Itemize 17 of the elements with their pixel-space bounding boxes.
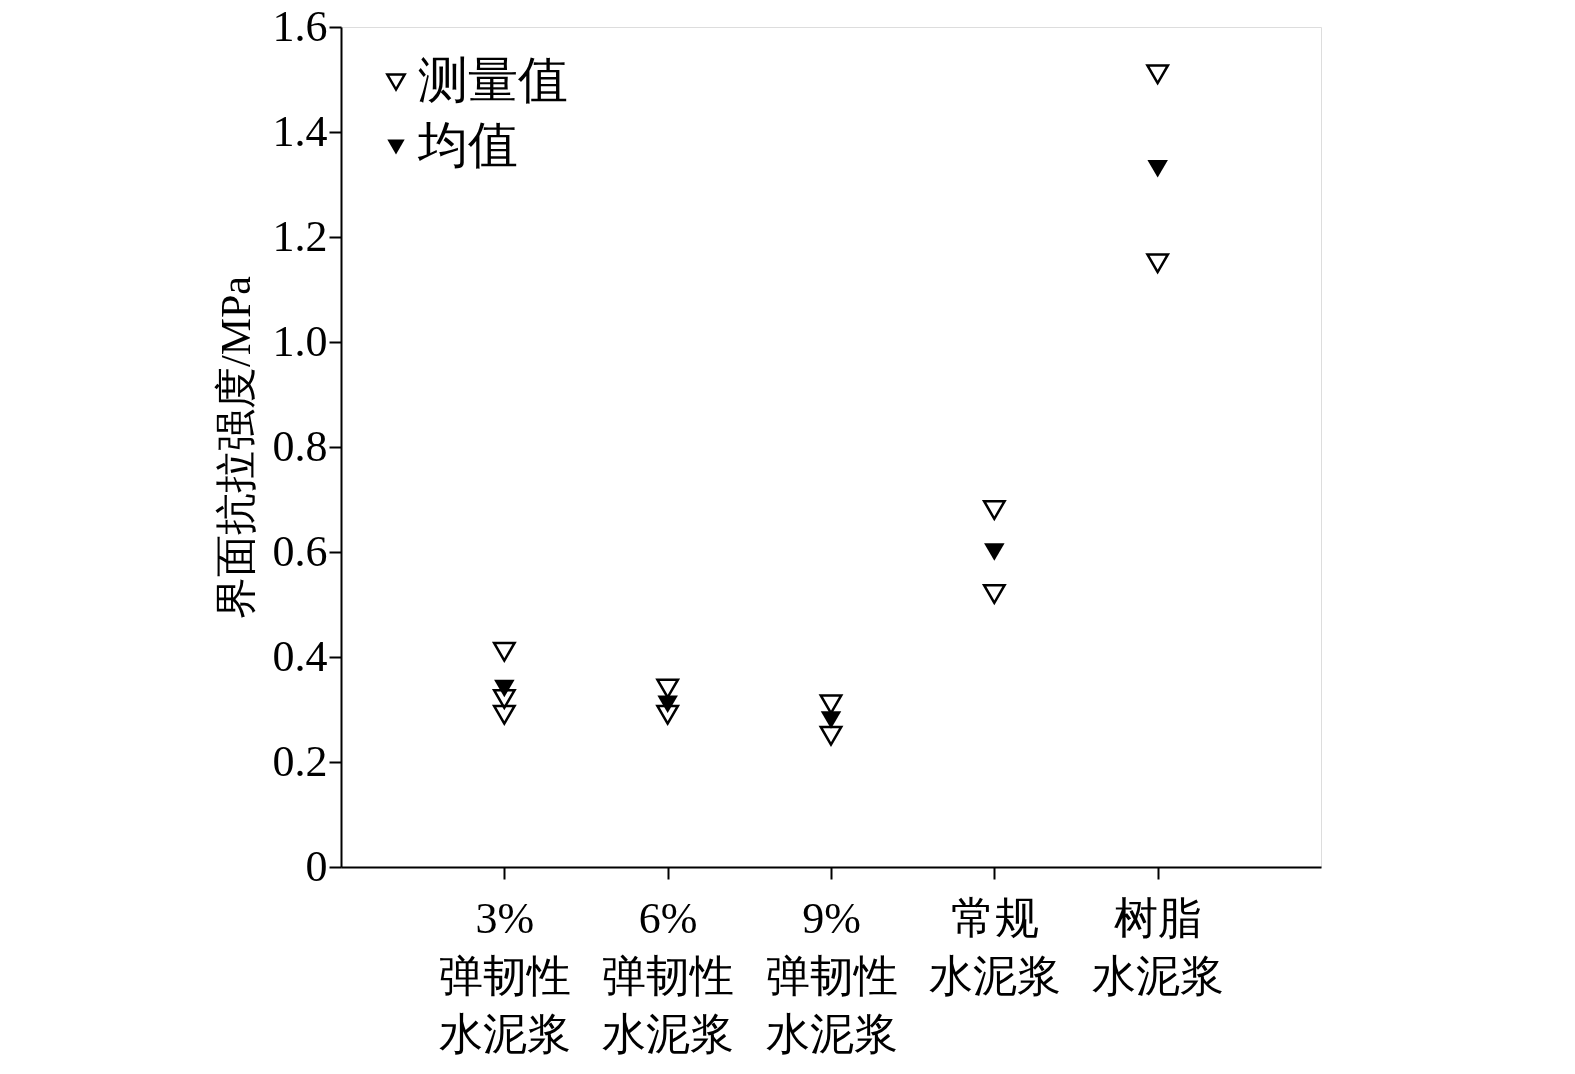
x-tick-label: 3%弹韧性水泥浆 bbox=[438, 893, 571, 1059]
legend-label: 测量值 bbox=[418, 52, 568, 108]
y-tick-label: 0.6 bbox=[272, 526, 328, 576]
x-tick-label: 常规水泥浆 bbox=[928, 893, 1061, 1001]
y-tick-label: 1.0 bbox=[272, 316, 328, 366]
legend-label: 均值 bbox=[417, 117, 518, 173]
y-tick-label: 1.6 bbox=[272, 1, 328, 51]
y-tick-label: 0.4 bbox=[272, 631, 328, 681]
y-tick-label: 1.2 bbox=[272, 211, 328, 261]
x-tick-label: 9%弹韧性水泥浆 bbox=[765, 893, 898, 1059]
x-tick-label: 树脂水泥浆 bbox=[1092, 893, 1225, 1001]
y-tick-label: 0.8 bbox=[272, 421, 328, 471]
y-tick-label: 0 bbox=[305, 841, 328, 891]
x-tick-label: 6%弹韧性水泥浆 bbox=[602, 893, 735, 1059]
y-axis-title: 界面抗拉强度/MPa bbox=[212, 275, 259, 620]
y-tick-label: 0.2 bbox=[272, 736, 328, 786]
y-tick-label: 1.4 bbox=[272, 106, 328, 156]
